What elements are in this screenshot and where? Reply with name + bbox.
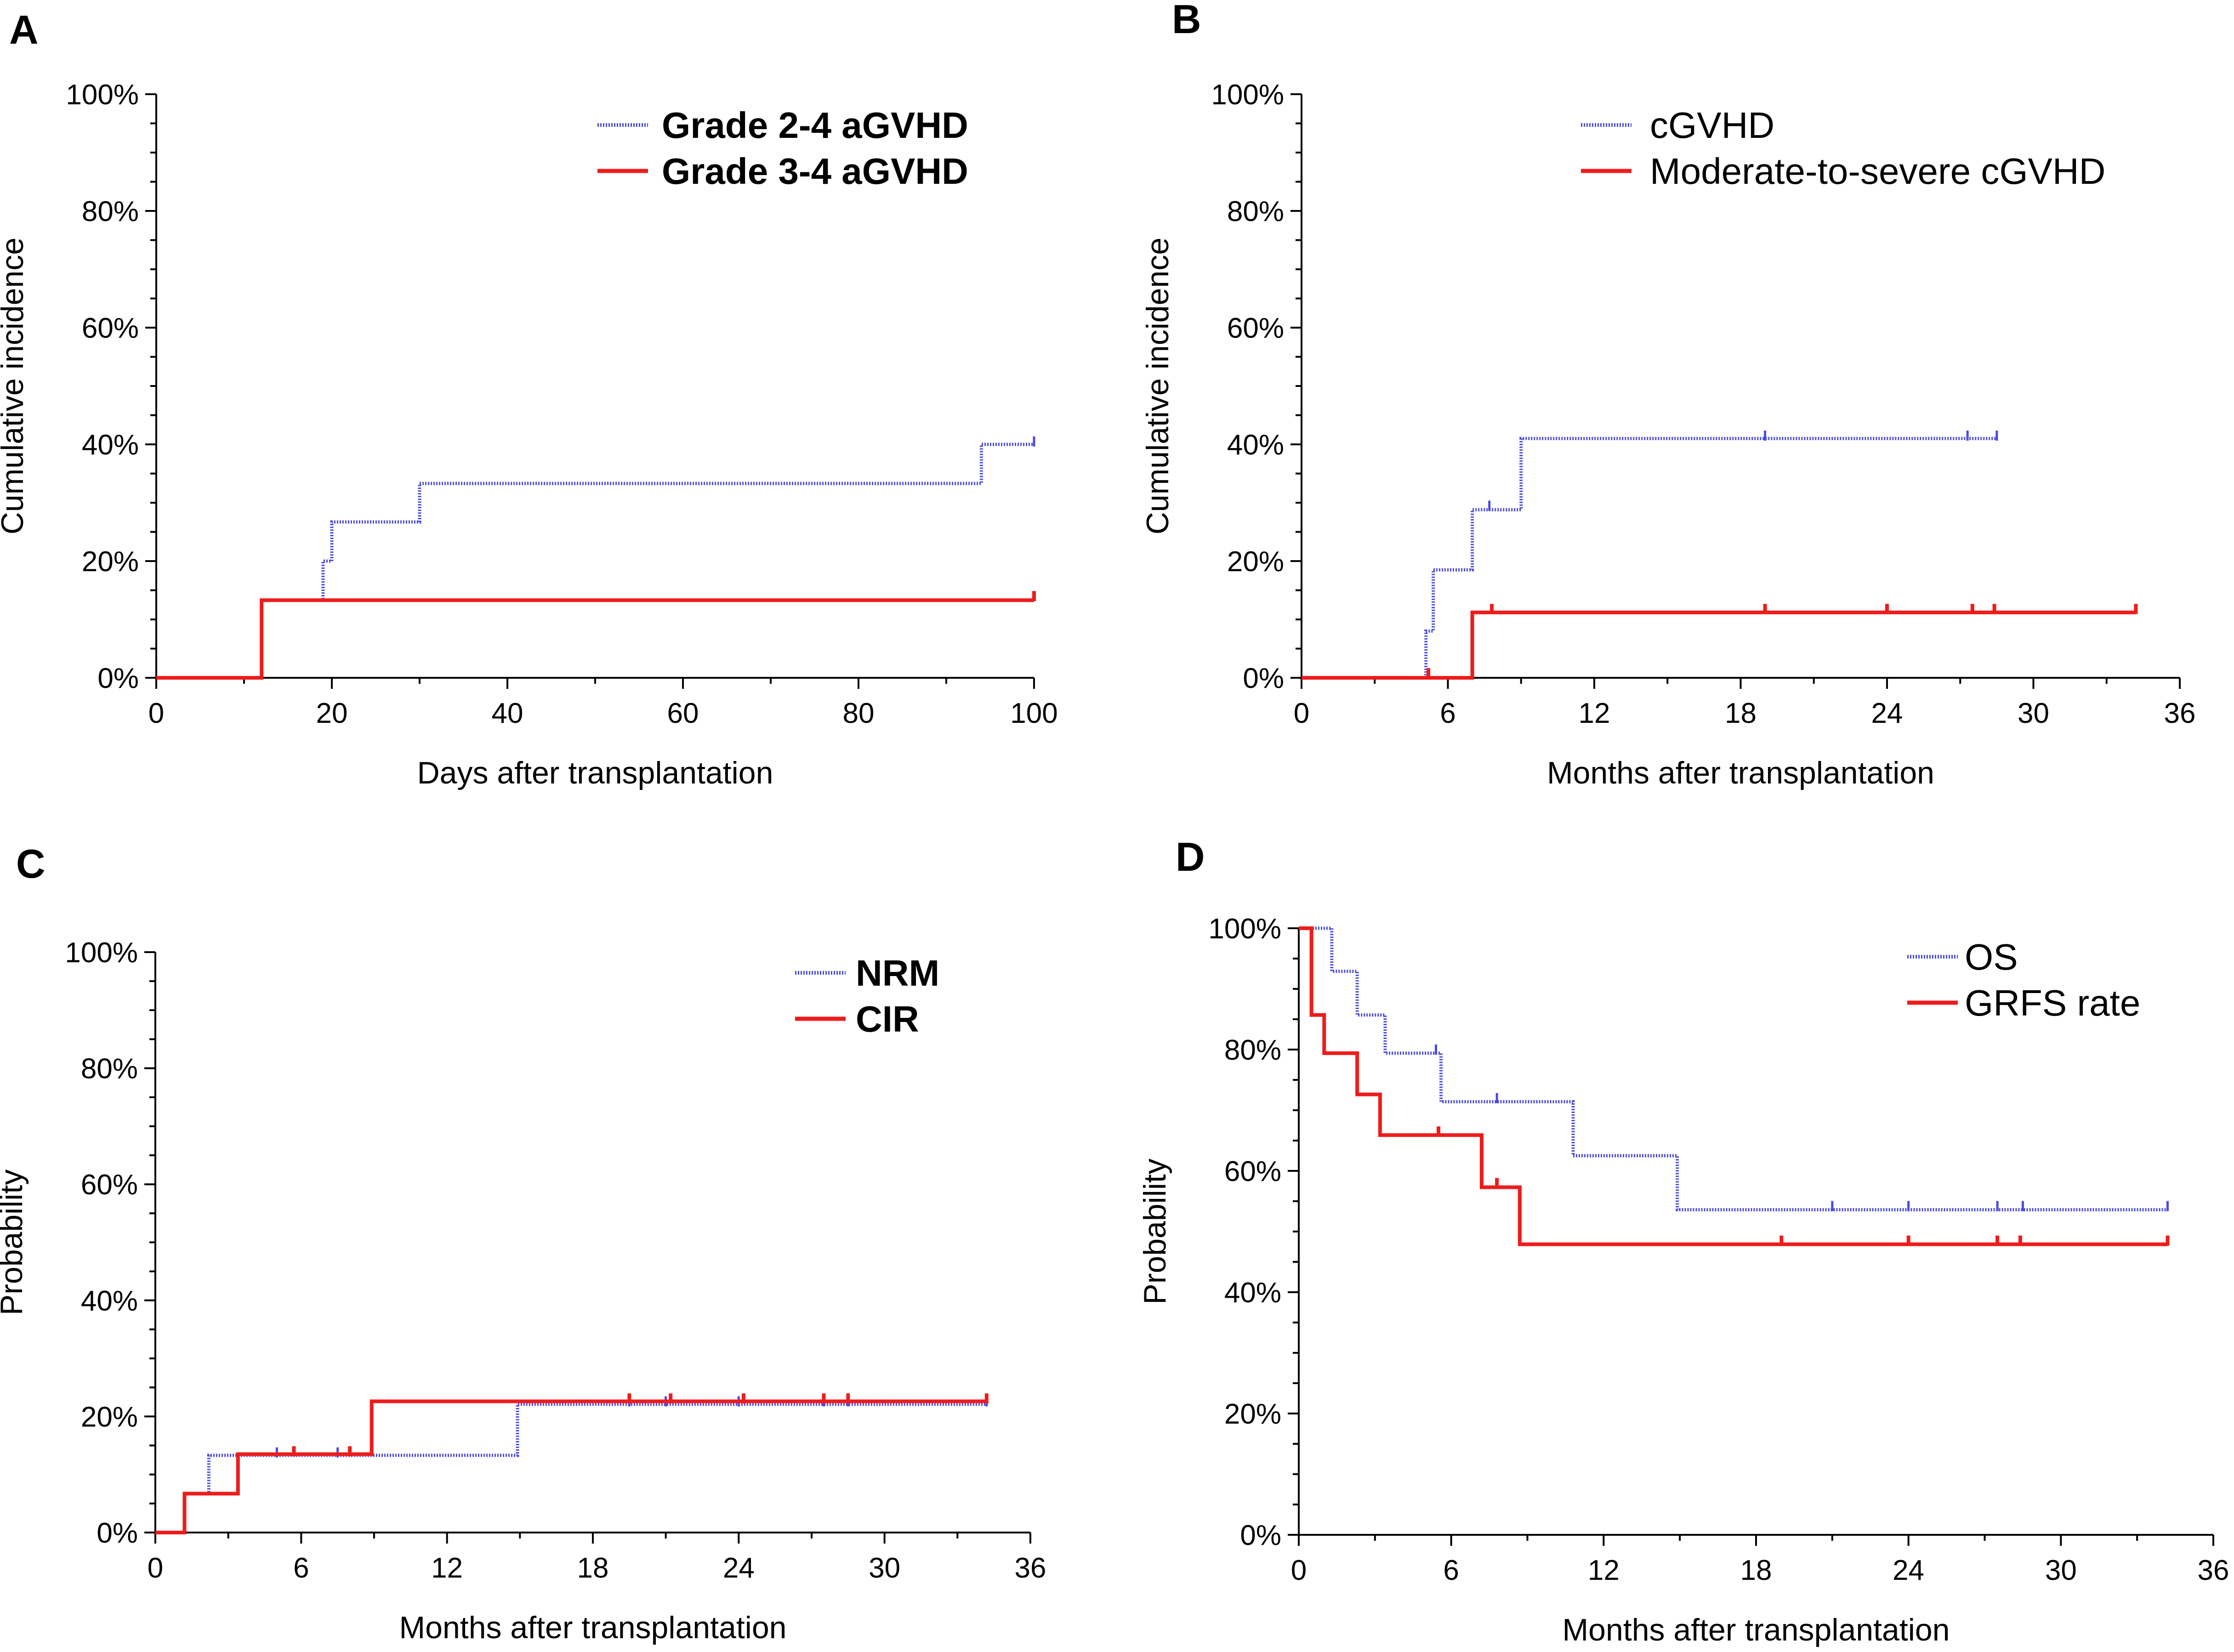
y-tick-label: 20% bbox=[81, 1401, 138, 1433]
y-tick-label: 20% bbox=[1227, 546, 1284, 578]
x-tick-label: 80 bbox=[843, 698, 875, 729]
panel-b: B 0% 20% 40% 60% 80% 100% 0 6 12 18 24 30 36 Months af… bbox=[1140, 0, 2195, 790]
y-tick-label: 40% bbox=[1227, 429, 1284, 461]
y-tick-label: 100% bbox=[66, 79, 139, 111]
x-tick-label: 6 bbox=[1440, 698, 1455, 729]
y-tick-label: 80% bbox=[1224, 1034, 1281, 1066]
x-tick-label: 12 bbox=[1588, 1555, 1620, 1586]
x-tick-label: 36 bbox=[2198, 1555, 2229, 1586]
x-tick-label: 24 bbox=[1893, 1555, 1924, 1586]
x-tick-label: 18 bbox=[1740, 1555, 1772, 1586]
panel-a: A 0% 20% 40% 60% 80% 100% 0 20 40 60 80 100 Days afte… bbox=[0, 7, 1058, 790]
panel-letter-b: B bbox=[1172, 0, 1201, 42]
y-tick-label: 80% bbox=[81, 1053, 138, 1085]
series-line-grade-3-4-agvhd bbox=[156, 598, 1034, 680]
series-line-nrm bbox=[155, 1402, 987, 1534]
y-tick-label: 40% bbox=[1224, 1277, 1281, 1309]
x-axis-title: Months after transplantation bbox=[399, 1610, 787, 1645]
x-tick-label: 0 bbox=[1291, 1555, 1307, 1586]
panel-letter-a: A bbox=[9, 7, 39, 52]
y-tick-label: 20% bbox=[82, 546, 139, 578]
x-tick-label: 12 bbox=[1579, 698, 1610, 729]
y-tick-label: 0% bbox=[97, 663, 139, 694]
y-axis-title: Cumulative incidence bbox=[0, 238, 30, 534]
legend-label-cir: CIR bbox=[856, 999, 919, 1039]
legend-label-moderate-to-severe-cgvhd: Moderate-to-severe cGVHD bbox=[1650, 151, 2105, 192]
y-tick-label: 100% bbox=[1208, 913, 1281, 945]
y-tick-label: 100% bbox=[65, 937, 138, 969]
x-tick-label: 12 bbox=[431, 1552, 463, 1584]
legend-label-cgvhd: cGVHD bbox=[1650, 105, 1774, 146]
y-axis-title: Probability bbox=[1137, 1158, 1172, 1305]
y-tick-label: 60% bbox=[82, 312, 139, 344]
y-tick-label: 100% bbox=[1211, 79, 1284, 111]
x-tick-label: 20 bbox=[316, 698, 348, 729]
y-tick-label: 60% bbox=[1227, 312, 1284, 344]
x-axis-title: Days after transplantation bbox=[417, 755, 773, 790]
x-tick-label: 40 bbox=[492, 698, 523, 729]
x-tick-label: 30 bbox=[2018, 698, 2049, 729]
x-tick-label: 24 bbox=[1871, 698, 1903, 729]
x-tick-label: 0 bbox=[1294, 698, 1309, 729]
y-tick-label: 60% bbox=[81, 1169, 138, 1201]
legend-label-nrm: NRM bbox=[856, 953, 939, 993]
x-tick-label: 24 bbox=[723, 1552, 755, 1584]
y-tick-label: 0% bbox=[1240, 1520, 1281, 1551]
panel-d: D 0% 20% 40% 60% 80% 100% 0 6 12 18 24 30 36 Months af… bbox=[1137, 834, 2229, 1647]
panel-c: C 0% 20% 40% 60% 80% 100% 0 6 12 18 24 30 36 Months af… bbox=[0, 841, 1046, 1645]
y-tick-label: 40% bbox=[82, 429, 139, 461]
x-tick-label: 36 bbox=[2164, 698, 2196, 729]
y-tick-label: 80% bbox=[1227, 196, 1284, 227]
series-line-cgvhd bbox=[1302, 437, 1997, 680]
y-axis-title: Cumulative incidence bbox=[1140, 238, 1175, 534]
x-axis-title: Months after transplantation bbox=[1547, 755, 1934, 790]
series-line-grfs-rate bbox=[1299, 926, 2168, 1246]
x-tick-label: 30 bbox=[869, 1552, 900, 1584]
series-line-grade-2-4-agvhd bbox=[156, 443, 1034, 680]
y-tick-label: 80% bbox=[82, 196, 139, 227]
x-axis-title: Months after transplantation bbox=[1563, 1612, 1950, 1647]
x-tick-label: 0 bbox=[148, 1552, 163, 1584]
x-tick-label: 18 bbox=[1725, 698, 1757, 729]
legend-label-grade-2-4-agvhd: Grade 2-4 aGVHD bbox=[662, 105, 968, 146]
series-line-moderate-to-severe-cgvhd bbox=[1302, 610, 2136, 680]
x-tick-label: 60 bbox=[667, 698, 699, 729]
series-line-cir bbox=[155, 1399, 987, 1534]
x-tick-label: 18 bbox=[577, 1552, 609, 1584]
x-tick-label: 6 bbox=[293, 1552, 309, 1584]
x-tick-label: 100 bbox=[1010, 698, 1057, 729]
x-tick-label: 0 bbox=[148, 698, 164, 729]
x-tick-label: 6 bbox=[1443, 1555, 1459, 1586]
panel-letter-d: D bbox=[1176, 834, 1205, 880]
y-tick-label: 0% bbox=[1243, 663, 1284, 694]
legend-label-grade-3-4-agvhd: Grade 3-4 aGVHD bbox=[662, 151, 968, 192]
panel-letter-c: C bbox=[16, 841, 45, 886]
legend-label-os: OS bbox=[1965, 937, 2018, 977]
y-tick-label: 40% bbox=[81, 1285, 138, 1317]
x-tick-label: 36 bbox=[1015, 1552, 1046, 1584]
y-tick-label: 60% bbox=[1224, 1156, 1281, 1187]
series-line-os bbox=[1299, 926, 2168, 1211]
legend-label-grfs-rate: GRFS rate bbox=[1965, 982, 2140, 1023]
y-tick-label: 20% bbox=[1224, 1398, 1281, 1430]
y-axis-title: Probability bbox=[0, 1169, 29, 1316]
x-tick-label: 30 bbox=[2045, 1555, 2077, 1586]
y-tick-label: 0% bbox=[97, 1517, 138, 1549]
